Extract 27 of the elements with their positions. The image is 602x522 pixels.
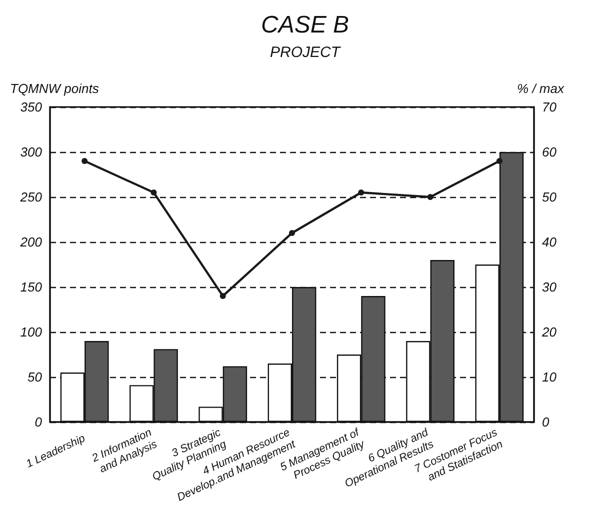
y-tick-label: 100 (20, 324, 43, 340)
y-tick-label: 200 (19, 234, 43, 250)
y-tick-label: 300 (20, 144, 43, 160)
y2-tick-label: 10 (542, 370, 558, 384)
y-tick-label: 250 (19, 190, 43, 204)
y2-tick-label: 30 (542, 280, 558, 294)
y-axis-title: TQMNW points (10, 81, 100, 96)
y2-tick-label: 0 (542, 414, 550, 430)
y-tick-label: 150 (20, 280, 43, 294)
y-tick-label: 0 (34, 414, 43, 430)
point (427, 194, 434, 200)
point (496, 158, 502, 164)
y2-tick-label: 20 (541, 324, 558, 340)
y2-tick-label: 50 (542, 190, 558, 204)
chart-title: CASE B (260, 12, 350, 38)
y-tick-label: 350 (20, 100, 43, 114)
y2-axis-title: % / max (517, 81, 564, 96)
y2-tick-label: 40 (542, 234, 558, 250)
point (289, 230, 295, 236)
y2-tick-label: 70 (542, 100, 558, 114)
y2-tick-label: 60 (542, 144, 558, 160)
point (220, 293, 226, 299)
y-tick-label: 50 (28, 370, 43, 384)
point (82, 158, 88, 164)
point (358, 190, 364, 196)
point (150, 190, 157, 196)
chart-subtitle: PROJECT (270, 44, 342, 61)
